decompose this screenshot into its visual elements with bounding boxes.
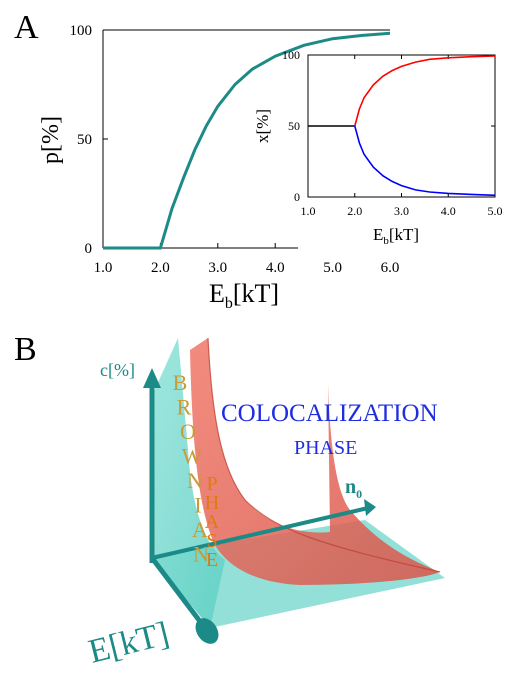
main-y-tick-label: 0 [85,241,93,257]
brownian-phase-label: PHASE [205,473,220,571]
main-x-tick-labels: 1.0 2.0 3.0 4.0 5.0 6.0 [94,260,400,276]
phase-letter: S [206,530,217,552]
main-x-axis-label: Eb[kT] [209,279,279,312]
main-x-tick-label: 2.0 [151,260,170,276]
axis-n0-arrow [151,499,376,560]
main-series-line [103,31,391,250]
brownian-letter: A [192,517,208,542]
inset-x-tick-labels: 1.0 2.0 3.0 4.0 5.0 [301,204,503,218]
inset-x-tick-label: 3.0 [394,204,409,218]
brownian-letter: O [180,419,196,444]
phase-letter: H [205,492,219,514]
brownian-letter: N [187,468,203,493]
inset-series-line-1 [354,55,496,127]
panel-a-letter: A [14,9,39,46]
phase-letter: A [205,511,220,533]
inset-y-axis-label: x[%] [253,109,272,143]
main-x-tick-label: 4.0 [266,260,285,276]
inset-y-tick-label: 100 [282,48,300,62]
axis-c-arrow [143,368,161,563]
inset-y-tick-labels: 0 50 100 [282,48,300,204]
inset-x-tick-label: 2.0 [347,204,362,218]
main-y-tick-labels: 0 50 100 [70,23,93,257]
inset-y-tick-label: 50 [288,119,300,133]
inset-background [298,52,504,252]
main-x-tick-label: 3.0 [208,260,227,276]
inset-x-tick-label: 4.0 [441,204,456,218]
red-surface-ridge [207,337,441,573]
inset-y-tick-label: 0 [294,190,300,204]
main-x-tick-label: 6.0 [381,260,400,276]
axis-e-arrow [150,556,219,644]
main-y-tick-label: 100 [70,23,93,39]
brownian-letter: R [177,395,192,420]
brownian-letter: N [193,542,209,567]
inset-x-tick-label: 5.0 [488,204,503,218]
main-y-axis-label: p[%] [38,116,64,164]
brownian-letter: W [182,444,203,469]
phase-letter: P [206,473,217,495]
main-x-tick-label: 1.0 [94,260,113,276]
phase-letter: E [206,549,218,571]
colocalization-label: COLOCALIZATION [221,400,438,427]
main-x-tick-label: 5.0 [323,260,342,276]
brownian-letter: I [194,493,201,518]
main-y-tick-label: 50 [77,132,92,148]
axis-n0-label: n0 [345,476,362,501]
inset-x-axis-label: Eb[kT] [373,225,419,247]
inset-series-lines [308,55,496,197]
inset-x-tick-label: 1.0 [301,204,316,218]
panel-b-letter: B [14,331,37,368]
axis-c-label: c[%] [100,360,135,380]
brownian-letter: B [173,370,188,395]
red-surface [190,338,440,585]
inset-series-line-2 [354,125,496,197]
colocalization-phase-label: PHASE [294,437,357,459]
axis-e-label: E[kT] [85,615,173,671]
